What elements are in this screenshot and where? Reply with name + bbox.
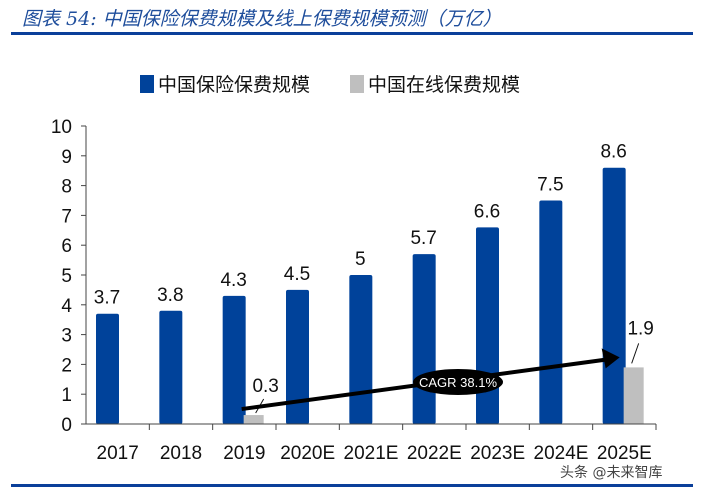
legend-item-online: 中国在线保费规模 bbox=[350, 70, 520, 97]
data-label-premium: 4.5 bbox=[284, 264, 310, 285]
data-label-premium: 4.3 bbox=[220, 270, 246, 291]
data-label-premium: 6.6 bbox=[474, 201, 500, 222]
bar-premium bbox=[476, 227, 499, 424]
leader-line bbox=[631, 343, 640, 364]
data-label-premium: 7.5 bbox=[537, 175, 563, 196]
bottom-rule bbox=[11, 484, 693, 487]
x-tick-label: 2025E bbox=[597, 443, 652, 464]
bar-premium bbox=[349, 275, 373, 424]
y-tick-label: 3 bbox=[61, 326, 72, 347]
y-tick-label: 2 bbox=[61, 355, 72, 376]
data-label-online: 1.9 bbox=[627, 318, 653, 339]
data-label-online: 0.3 bbox=[252, 376, 278, 397]
data-label-premium: 5.7 bbox=[410, 228, 436, 249]
top-rule bbox=[11, 32, 693, 35]
x-tick-label: 2019 bbox=[223, 443, 265, 464]
watermark: 头条 @未来智库 bbox=[560, 465, 663, 481]
cagr-badge bbox=[413, 369, 503, 395]
data-label-premium: 3.7 bbox=[94, 288, 120, 309]
x-tick-label: 2017 bbox=[97, 443, 139, 464]
bar-premium bbox=[412, 254, 436, 424]
cagr-arrowhead bbox=[601, 348, 620, 369]
legend-item-premium: 中国保险保费规模 bbox=[140, 70, 310, 97]
bar-premium bbox=[286, 289, 309, 424]
legend: 中国保险保费规模 中国在线保费规模 bbox=[140, 70, 520, 97]
cagr-label: CAGR 38.1% bbox=[419, 375, 497, 390]
y-tick-label: 5 bbox=[61, 266, 72, 287]
bar-online bbox=[623, 367, 644, 424]
y-tick-label: 0 bbox=[61, 415, 72, 436]
data-label-premium: 8.6 bbox=[600, 142, 626, 163]
x-tick-label: 2020E bbox=[280, 443, 335, 464]
x-tick-label: 2024E bbox=[534, 443, 589, 464]
bar-premium bbox=[96, 313, 119, 424]
bar-premium bbox=[159, 310, 183, 424]
y-tick-label: 4 bbox=[61, 296, 72, 317]
legend-label-online: 中国在线保费规模 bbox=[368, 74, 521, 96]
bar-premium bbox=[222, 295, 246, 424]
y-tick-label: 9 bbox=[61, 147, 72, 168]
y-tick-label: 10 bbox=[51, 117, 72, 138]
x-tick-label: 2022E bbox=[407, 443, 462, 464]
legend-label-premium: 中国保险保费规模 bbox=[158, 74, 311, 96]
figure-title: 图表 54: 中国保险保费规模及线上保费规模预测（万亿） bbox=[22, 8, 502, 30]
bar-premium bbox=[539, 200, 563, 424]
y-tick-label: 6 bbox=[61, 236, 72, 257]
legend-swatch-online bbox=[350, 74, 365, 93]
data-label-premium: 5 bbox=[355, 249, 366, 270]
x-tick-label: 2021E bbox=[344, 443, 399, 464]
x-tick-label: 2023E bbox=[470, 443, 525, 464]
x-tick-label: 2018 bbox=[160, 443, 202, 464]
y-tick-label: 1 bbox=[61, 385, 72, 406]
bar-premium bbox=[602, 167, 626, 424]
data-label-premium: 3.8 bbox=[157, 285, 183, 306]
legend-swatch-premium bbox=[140, 74, 154, 93]
y-tick-label: 7 bbox=[61, 206, 72, 227]
y-tick-label: 8 bbox=[61, 177, 72, 198]
bar-online bbox=[243, 415, 264, 424]
